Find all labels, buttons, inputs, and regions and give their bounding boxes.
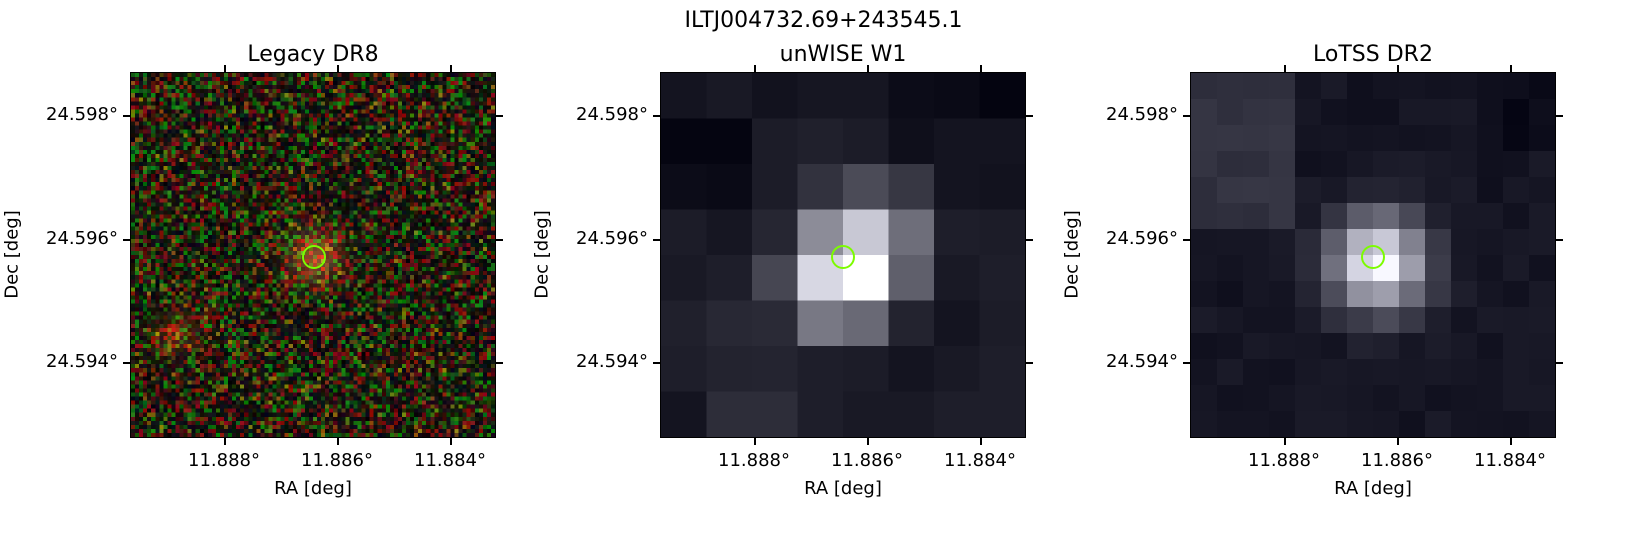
x-tick (337, 438, 339, 445)
x-tick-top (1397, 65, 1399, 72)
x-tick-top (224, 65, 226, 72)
y-tick (653, 239, 660, 241)
y-axis-label: Dec [deg] (531, 210, 553, 299)
y-tick-right (496, 115, 503, 117)
x-tick-label: 11.884° (944, 450, 1016, 471)
x-tick (1397, 438, 1399, 445)
x-tick-top (980, 65, 982, 72)
panel-title: LoTSS DR2 (1313, 42, 1433, 67)
x-tick-label: 11.888° (1248, 450, 1320, 471)
y-tick-right (1556, 362, 1563, 364)
x-tick-label: 11.888° (188, 450, 260, 471)
source-marker (302, 245, 326, 269)
panel-lotss: LoTSS DR2 (1070, 0, 1647, 539)
panel-legacy: Legacy DR8 (0, 0, 540, 539)
x-axis-label: RA [deg] (274, 478, 352, 499)
image-frame (660, 72, 1026, 438)
y-tick (1183, 362, 1190, 364)
x-axis-label: RA [deg] (804, 478, 882, 499)
y-tick (123, 239, 130, 241)
panel-title: unWISE W1 (779, 42, 907, 67)
x-tick-label: 11.886° (1361, 450, 1433, 471)
y-tick-label: 24.596° (46, 228, 118, 249)
y-tick-label: 24.596° (1106, 228, 1178, 249)
x-tick (450, 438, 452, 445)
source-marker (831, 245, 855, 269)
x-tick-top (337, 65, 339, 72)
x-tick (1510, 438, 1512, 445)
y-tick-right (496, 362, 503, 364)
panel-unwise: unWISE W1 (540, 0, 1080, 539)
y-tick (653, 362, 660, 364)
x-tick-label: 11.884° (414, 450, 486, 471)
x-tick (1284, 438, 1286, 445)
figure-title: ILTJ004732.69+243545.1 (684, 8, 963, 33)
x-tick-label: 11.886° (831, 450, 903, 471)
y-tick-right (1026, 115, 1033, 117)
x-tick-top (754, 65, 756, 72)
panel-title: Legacy DR8 (247, 42, 379, 67)
image-frame (130, 72, 496, 438)
y-axis-label: Dec [deg] (1061, 210, 1083, 299)
y-tick-label: 24.598° (576, 104, 648, 125)
x-tick-top (450, 65, 452, 72)
y-tick-right (496, 239, 503, 241)
y-tick-label: 24.594° (46, 351, 118, 372)
x-tick-top (867, 65, 869, 72)
image-frame (1190, 72, 1556, 438)
x-tick-label: 11.884° (1474, 450, 1546, 471)
y-tick-right (1026, 362, 1033, 364)
y-tick-label: 24.596° (576, 228, 648, 249)
x-tick-top (1284, 65, 1286, 72)
x-tick-label: 11.888° (718, 450, 790, 471)
y-tick-label: 24.598° (1106, 104, 1178, 125)
y-tick (1183, 239, 1190, 241)
x-tick (980, 438, 982, 445)
x-tick (224, 438, 226, 445)
y-tick-label: 24.594° (1106, 351, 1178, 372)
y-tick-right (1556, 115, 1563, 117)
y-tick (123, 362, 130, 364)
x-tick (867, 438, 869, 445)
y-tick-right (1026, 239, 1033, 241)
y-tick-label: 24.594° (576, 351, 648, 372)
source-marker (1361, 245, 1385, 269)
y-tick (1183, 115, 1190, 117)
y-tick-label: 24.598° (46, 104, 118, 125)
x-tick-top (1510, 65, 1512, 72)
y-tick-right (1556, 239, 1563, 241)
y-tick (123, 115, 130, 117)
x-axis-label: RA [deg] (1334, 478, 1412, 499)
y-axis-label: Dec [deg] (1, 210, 23, 299)
x-tick-label: 11.886° (301, 450, 373, 471)
x-tick (754, 438, 756, 445)
y-tick (653, 115, 660, 117)
